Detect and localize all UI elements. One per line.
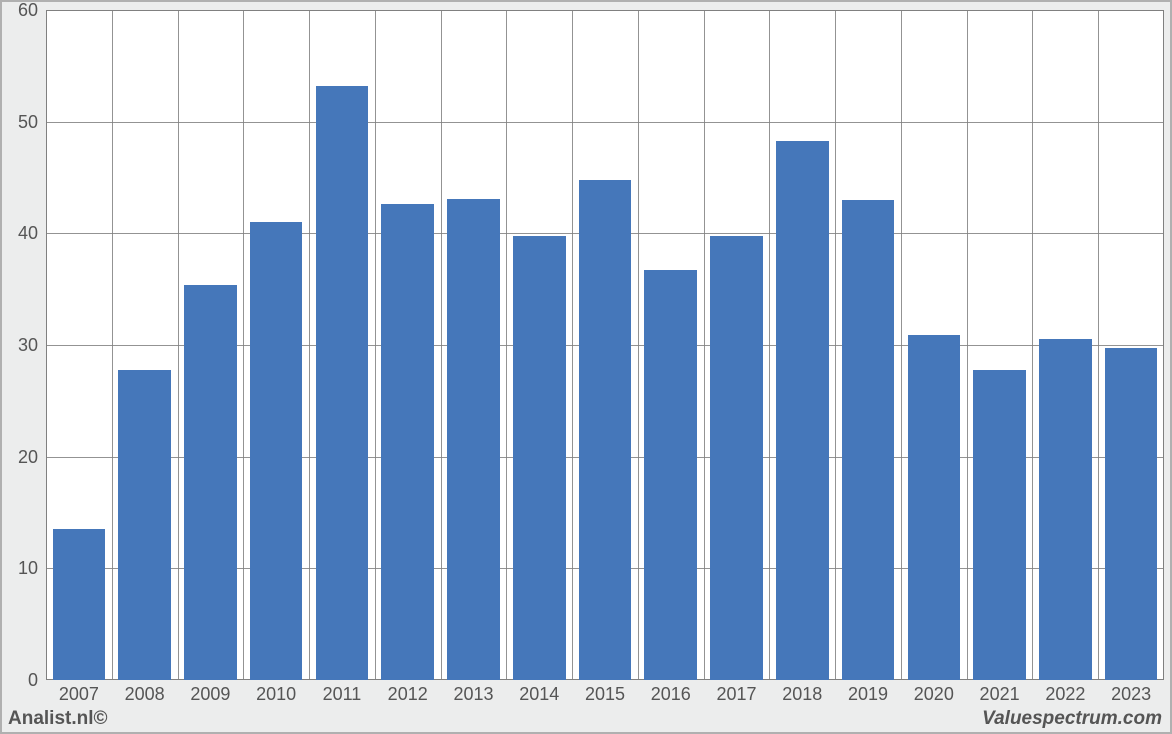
bar — [447, 199, 500, 680]
y-tick-label: 20 — [2, 447, 38, 468]
gridline-vertical — [178, 10, 179, 680]
x-tick-label: 2013 — [453, 684, 493, 705]
gridline-vertical — [441, 10, 442, 680]
footer-credit-right: Valuespectrum.com — [982, 708, 1162, 730]
gridline-vertical — [309, 10, 310, 680]
y-tick-label: 50 — [2, 112, 38, 133]
x-tick-label: 2012 — [388, 684, 428, 705]
gridline-vertical — [835, 10, 836, 680]
y-tick-label: 60 — [2, 0, 38, 21]
gridline-vertical — [967, 10, 968, 680]
gridline-vertical — [506, 10, 507, 680]
gridline-vertical — [638, 10, 639, 680]
bar — [184, 285, 237, 680]
x-tick-label: 2020 — [914, 684, 954, 705]
y-tick-label: 30 — [2, 335, 38, 356]
bar — [644, 270, 697, 680]
gridline-vertical — [243, 10, 244, 680]
chart-frame: 0 10 20 30 40 50 60 2007 2008 2009 2010 2011 2012 20… — [0, 0, 1172, 734]
y-tick-label: 10 — [2, 558, 38, 579]
y-tick-label: 0 — [2, 670, 38, 691]
bar — [710, 236, 763, 680]
bar — [579, 180, 632, 680]
bar — [973, 370, 1026, 680]
bar — [316, 86, 369, 680]
x-tick-label: 2014 — [519, 684, 559, 705]
x-tick-label: 2023 — [1111, 684, 1151, 705]
x-tick-label: 2021 — [980, 684, 1020, 705]
x-tick-label: 2007 — [59, 684, 99, 705]
x-tick-label: 2016 — [651, 684, 691, 705]
bar — [908, 335, 961, 680]
bar — [118, 370, 171, 680]
bar — [250, 222, 303, 680]
bar — [53, 529, 106, 680]
gridline-vertical — [1098, 10, 1099, 680]
x-tick-label: 2011 — [323, 684, 362, 705]
bar — [1039, 339, 1092, 680]
gridline-vertical — [704, 10, 705, 680]
x-tick-label: 2017 — [716, 684, 756, 705]
bar — [776, 141, 829, 680]
gridline-vertical — [901, 10, 902, 680]
bar — [842, 200, 895, 680]
gridline-vertical — [112, 10, 113, 680]
x-tick-label: 2008 — [125, 684, 165, 705]
x-tick-label: 2018 — [782, 684, 822, 705]
x-tick-label: 2022 — [1045, 684, 1085, 705]
footer-credit-left: Analist.nl© — [8, 708, 108, 730]
gridline-vertical — [1032, 10, 1033, 680]
y-tick-label: 40 — [2, 223, 38, 244]
bar — [1105, 348, 1158, 680]
gridline-vertical — [572, 10, 573, 680]
bar — [381, 204, 434, 680]
gridline-vertical — [375, 10, 376, 680]
gridline-vertical — [769, 10, 770, 680]
gridline — [46, 122, 1164, 123]
x-tick-label: 2019 — [848, 684, 888, 705]
x-tick-label: 2010 — [256, 684, 296, 705]
x-tick-label: 2015 — [585, 684, 625, 705]
bar — [513, 236, 566, 680]
x-tick-label: 2009 — [190, 684, 230, 705]
